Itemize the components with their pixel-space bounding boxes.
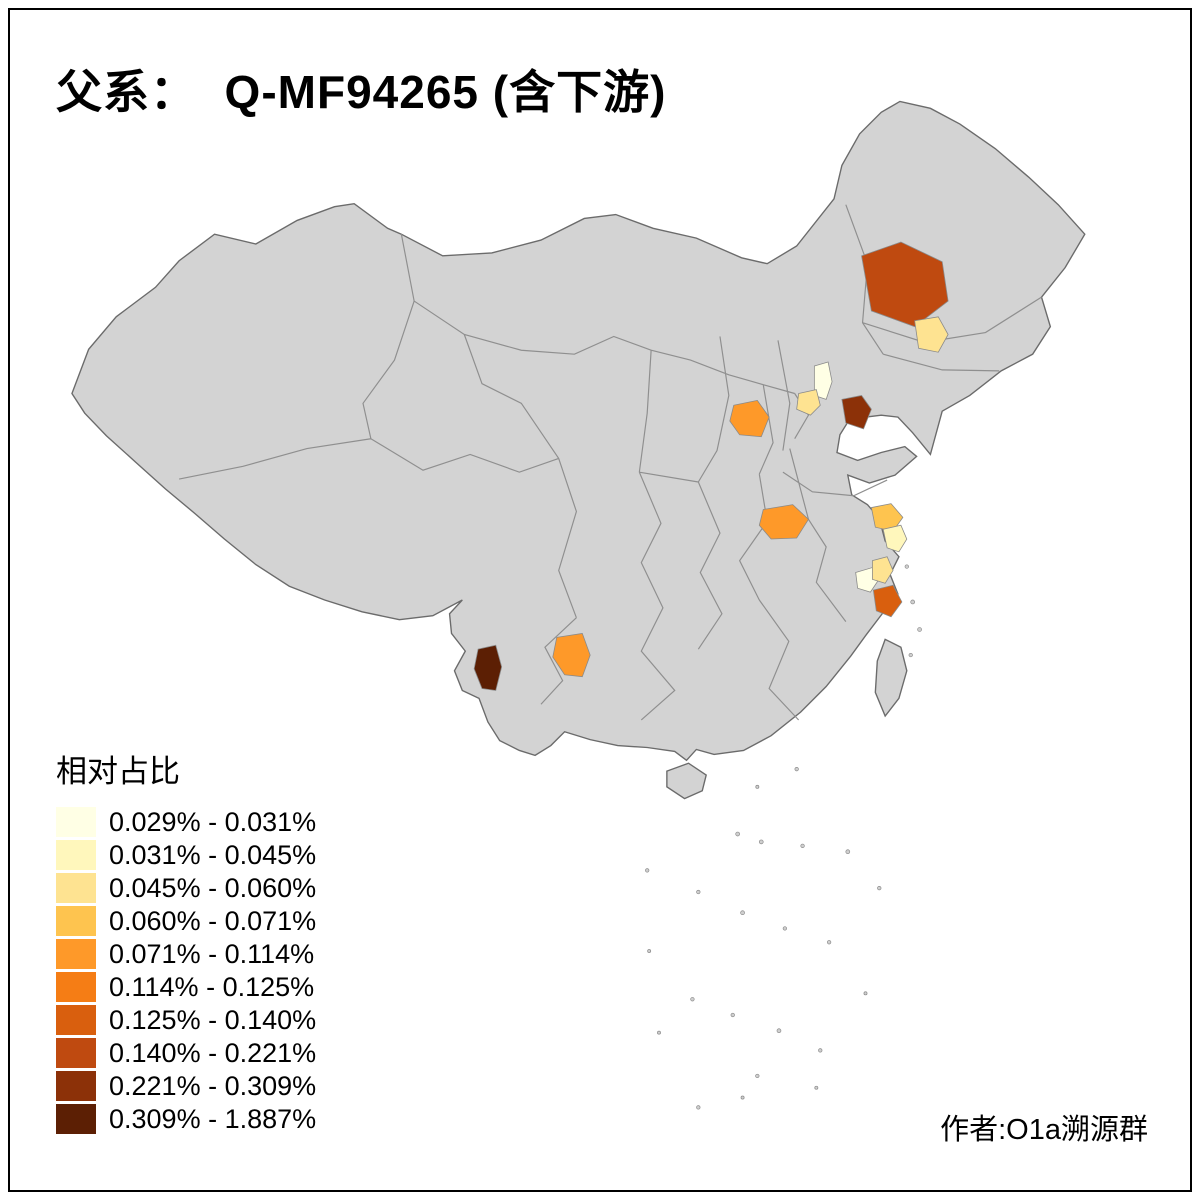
legend-label: 0.309% - 1.887% [109, 1103, 317, 1134]
island-dot [696, 889, 701, 895]
map-region-r12 [872, 584, 903, 618]
island-dot [845, 849, 851, 855]
island-dot [647, 949, 652, 953]
legend-swatch [56, 1005, 96, 1035]
island-dot [645, 868, 650, 873]
legend-label: 0.045% - 0.060% [109, 872, 317, 903]
figure-frame: 父系： Q-MF94265 (含下游) 相对占比 0.029% - 0.031%… [8, 8, 1192, 1192]
legend-entry: 0.071% - 0.114% [56, 939, 316, 969]
legend-label: 0.060% - 0.071% [109, 905, 317, 936]
legend-entry: 0.125% - 0.140% [56, 1005, 316, 1035]
legend-entry: 0.045% - 0.060% [56, 873, 316, 903]
province-borders [179, 204, 1042, 721]
island-dot [735, 831, 740, 837]
island-dot [690, 997, 695, 1002]
island-dot [755, 1073, 760, 1079]
island-dot [917, 627, 922, 632]
legend-label: 0.114% - 0.125% [109, 971, 315, 1002]
island-dot [877, 886, 882, 891]
map-region-r1 [861, 241, 949, 328]
island-dot [755, 784, 760, 789]
island-dot [730, 1012, 735, 1018]
map-region-r8 [870, 503, 904, 532]
legend-swatch [56, 939, 96, 969]
island-dot [827, 940, 832, 945]
legend-entry: 0.309% - 1.887% [56, 1104, 316, 1134]
legend-swatch [56, 873, 96, 903]
legend-entry: 0.031% - 0.045% [56, 840, 316, 870]
legend-entry: 0.029% - 0.031% [56, 807, 316, 837]
map-region-r6 [841, 395, 872, 430]
island-dot [740, 1095, 745, 1100]
island-dot [758, 839, 764, 845]
island-dot [776, 1028, 782, 1034]
legend-swatch [56, 1071, 96, 1101]
legend-swatch [56, 906, 96, 936]
page-title: 父系： Q-MF94265 (含下游) [56, 66, 667, 118]
map-region-r11 [871, 556, 894, 584]
island-dot [863, 991, 868, 996]
china-choropleth-map [71, 100, 1086, 1110]
map-legend: 相对占比 0.029% - 0.031% 0.031% - 0.045% 0.0… [56, 746, 316, 1137]
map-region-r14 [552, 632, 591, 678]
island-dot [740, 910, 745, 916]
legend-entry: 0.114% - 0.125% [56, 972, 316, 1002]
legend-label: 0.031% - 0.045% [109, 839, 317, 870]
taiwan-island-shape [874, 638, 908, 718]
legend-label: 0.221% - 0.309% [109, 1070, 317, 1101]
legend-swatch [56, 1104, 96, 1134]
island-dot [696, 1105, 701, 1110]
legend-label: 0.029% - 0.031% [109, 806, 317, 837]
legend-label: 0.125% - 0.140% [109, 1004, 317, 1035]
legend-label: 0.140% - 0.221% [109, 1037, 317, 1068]
hainan-island-shape [666, 762, 707, 800]
legend-entry: 0.060% - 0.071% [56, 906, 316, 936]
legend-entry: 0.140% - 0.221% [56, 1038, 316, 1068]
island-dot [657, 1030, 661, 1035]
island-dot [782, 926, 787, 931]
coastal-and-south-china-sea-islands [645, 564, 922, 1110]
author-credit: 作者:O1a溯源群 [940, 1114, 1148, 1146]
map-region-r2 [914, 316, 949, 353]
map-region-r7 [758, 504, 809, 540]
map-region-r5 [729, 399, 770, 438]
map-region-r4 [796, 389, 821, 416]
legend-swatch [56, 1038, 96, 1068]
legend-label: 0.071% - 0.114% [109, 938, 315, 969]
island-dot [908, 652, 913, 658]
legend-swatch [56, 840, 96, 870]
legend-entry: 0.221% - 0.309% [56, 1071, 316, 1101]
island-dot [800, 843, 805, 848]
island-dot [794, 767, 799, 772]
map-region-r13 [473, 644, 503, 691]
island-dot [910, 599, 916, 605]
map-region-r9 [882, 524, 908, 553]
island-dot [814, 1085, 819, 1090]
island-dot [904, 564, 909, 569]
legend-swatch [56, 807, 96, 837]
legend-swatch [56, 972, 96, 1002]
island-dot [818, 1048, 823, 1053]
legend-title: 相对占比 [56, 754, 180, 789]
mainland-china-shape [71, 100, 1086, 762]
